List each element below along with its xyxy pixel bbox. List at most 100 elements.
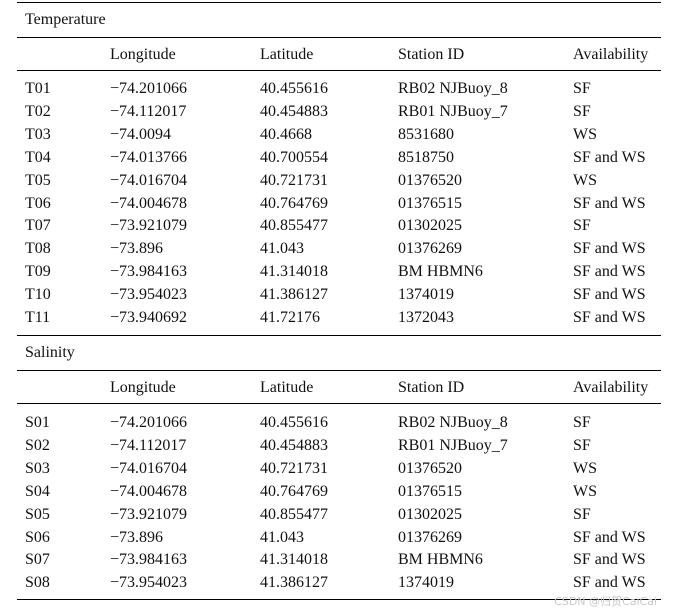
cell-station-code: T03	[25, 125, 51, 143]
cell-latitude: 40.721731	[260, 459, 328, 477]
table-row: T09 −73.984163 41.314018 BM HBMN6 SF and WS	[0, 261, 685, 283]
cell-station-code: T04	[25, 148, 51, 166]
cell-latitude: 40.454883	[260, 102, 328, 120]
cell-availability: WS	[573, 459, 597, 477]
cell-station-code: S08	[25, 574, 50, 592]
temperature-header-rule	[17, 70, 661, 71]
temperature-column-header-row: Longitude Latitude Station ID Availabili…	[0, 44, 685, 66]
cell-station-id: 01376515	[398, 194, 462, 212]
cell-latitude: 41.043	[260, 528, 304, 546]
table-row: T03 −74.0094 40.4668 8531680 WS	[0, 124, 685, 146]
table-row: S01 −74.201066 40.455616 RB02 NJBuoy_8 SF	[0, 412, 685, 434]
cell-latitude: 41.043	[260, 240, 304, 258]
cell-station-code: S01	[25, 414, 50, 431]
table-row: T07 −73.921079 40.855477 01302025 SF	[0, 215, 685, 237]
cell-station-id: 8531680	[398, 125, 454, 143]
cell-station-id: 1374019	[398, 286, 454, 304]
table-row: S02 −74.112017 40.454883 RB01 NJBuoy_7 SF	[0, 435, 685, 457]
cell-station-code: T06	[25, 194, 51, 212]
cell-station-code: T07	[25, 217, 51, 235]
salinity-column-header-row: Longitude Latitude Station ID Availabili…	[0, 377, 685, 399]
cell-longitude: −73.954023	[110, 574, 188, 592]
cell-longitude: −74.112017	[110, 436, 187, 454]
cell-longitude: −73.896	[110, 240, 164, 258]
cell-longitude: −74.016704	[110, 459, 188, 477]
cell-latitude: 40.855477	[260, 217, 328, 235]
cell-station-code: T10	[25, 286, 51, 304]
table-row: T11 −73.940692 41.72176 1372043 SF and WS	[0, 307, 685, 329]
cell-availability: SF	[573, 414, 591, 431]
column-header-station-id: Station ID	[398, 379, 465, 396]
cell-station-code: S02	[25, 436, 50, 454]
cell-latitude: 41.386127	[260, 286, 328, 304]
top-rule	[17, 2, 661, 4]
cell-station-code: T02	[25, 102, 51, 120]
table-row: S05 −73.921079 40.855477 01302025 SF	[0, 504, 685, 526]
cell-latitude: 40.4668	[260, 125, 312, 143]
cell-longitude: −74.0094	[110, 125, 172, 143]
cell-latitude: 40.855477	[260, 505, 328, 523]
cell-station-id: BM HBMN6	[398, 263, 483, 281]
cell-station-id: 01376520	[398, 171, 462, 189]
cell-station-id: 1374019	[398, 574, 454, 592]
cell-availability: SF	[573, 505, 591, 523]
temperature-title-rule	[17, 37, 661, 38]
csdn-watermark: CSDN @归贺CaiCai	[554, 595, 657, 608]
cell-station-id: 01376515	[398, 482, 462, 500]
table-row: T10 −73.954023 41.386127 1374019 SF and WS	[0, 284, 685, 306]
cell-availability: WS	[573, 482, 597, 500]
cell-station-id: 01376520	[398, 459, 462, 477]
cell-availability: WS	[573, 171, 597, 189]
cell-availability: SF and WS	[573, 528, 646, 546]
table-row: S06 −73.896 41.043 01376269 SF and WS	[0, 527, 685, 549]
cell-longitude: −73.940692	[110, 309, 188, 326]
cell-station-code: S03	[25, 459, 50, 477]
cell-latitude: 40.764769	[260, 194, 328, 212]
cell-longitude: −73.984163	[110, 551, 188, 569]
cell-latitude: 41.314018	[260, 263, 328, 281]
cell-station-id: 01376269	[398, 240, 462, 258]
cell-longitude: −74.013766	[110, 148, 188, 166]
table-row: T08 −73.896 41.043 01376269 SF and WS	[0, 238, 685, 260]
temperature-section-title: Temperature	[25, 11, 106, 28]
cell-longitude: −73.954023	[110, 286, 188, 304]
cell-availability: SF	[573, 217, 591, 235]
salinity-title-rule	[17, 370, 661, 371]
cell-availability: SF and WS	[573, 286, 646, 304]
cell-availability: SF	[573, 80, 591, 97]
column-header-latitude: Latitude	[260, 46, 314, 63]
cell-station-code: S06	[25, 528, 50, 546]
cell-longitude: −73.921079	[110, 217, 188, 235]
cell-station-id: 01376269	[398, 528, 462, 546]
cell-latitude: 40.455616	[260, 80, 328, 97]
bottom-rule	[17, 599, 661, 601]
salinity-section-title: Salinity	[25, 344, 75, 361]
table-row: T05 −74.016704 40.721731 01376520 WS	[0, 170, 685, 192]
cell-longitude: −74.201066	[110, 80, 188, 97]
cell-latitude: 40.700554	[260, 148, 328, 166]
cell-availability: SF	[573, 436, 591, 454]
cell-longitude: −73.984163	[110, 263, 188, 281]
cell-station-code: S07	[25, 551, 50, 569]
cell-station-id: RB01 NJBuoy_7	[398, 102, 508, 120]
cell-station-code: T08	[25, 240, 51, 258]
cell-longitude: −74.201066	[110, 414, 188, 431]
column-header-longitude: Longitude	[110, 379, 176, 396]
cell-longitude: −74.112017	[110, 102, 187, 120]
table-row: S03 −74.016704 40.721731 01376520 WS	[0, 458, 685, 480]
cell-station-code: T09	[25, 263, 51, 281]
cell-station-code: S04	[25, 482, 50, 500]
table-row: S08 −73.954023 41.386127 1374019 SF and WS	[0, 572, 685, 594]
cell-station-code: T05	[25, 171, 51, 189]
table-row: T02 −74.112017 40.454883 RB01 NJBuoy_7 SF	[0, 101, 685, 123]
cell-station-id: 01302025	[398, 505, 462, 523]
cell-availability: SF	[573, 102, 591, 120]
cell-station-id: RB01 NJBuoy_7	[398, 436, 508, 454]
salinity-header-rule	[17, 403, 661, 404]
column-header-availability: Availability	[573, 46, 649, 63]
cell-longitude: −74.004678	[110, 482, 188, 500]
cell-availability: SF and WS	[573, 263, 646, 281]
cell-latitude: 40.764769	[260, 482, 328, 500]
salinity-top-rule	[17, 335, 661, 336]
cell-station-id: 8518750	[398, 148, 454, 166]
